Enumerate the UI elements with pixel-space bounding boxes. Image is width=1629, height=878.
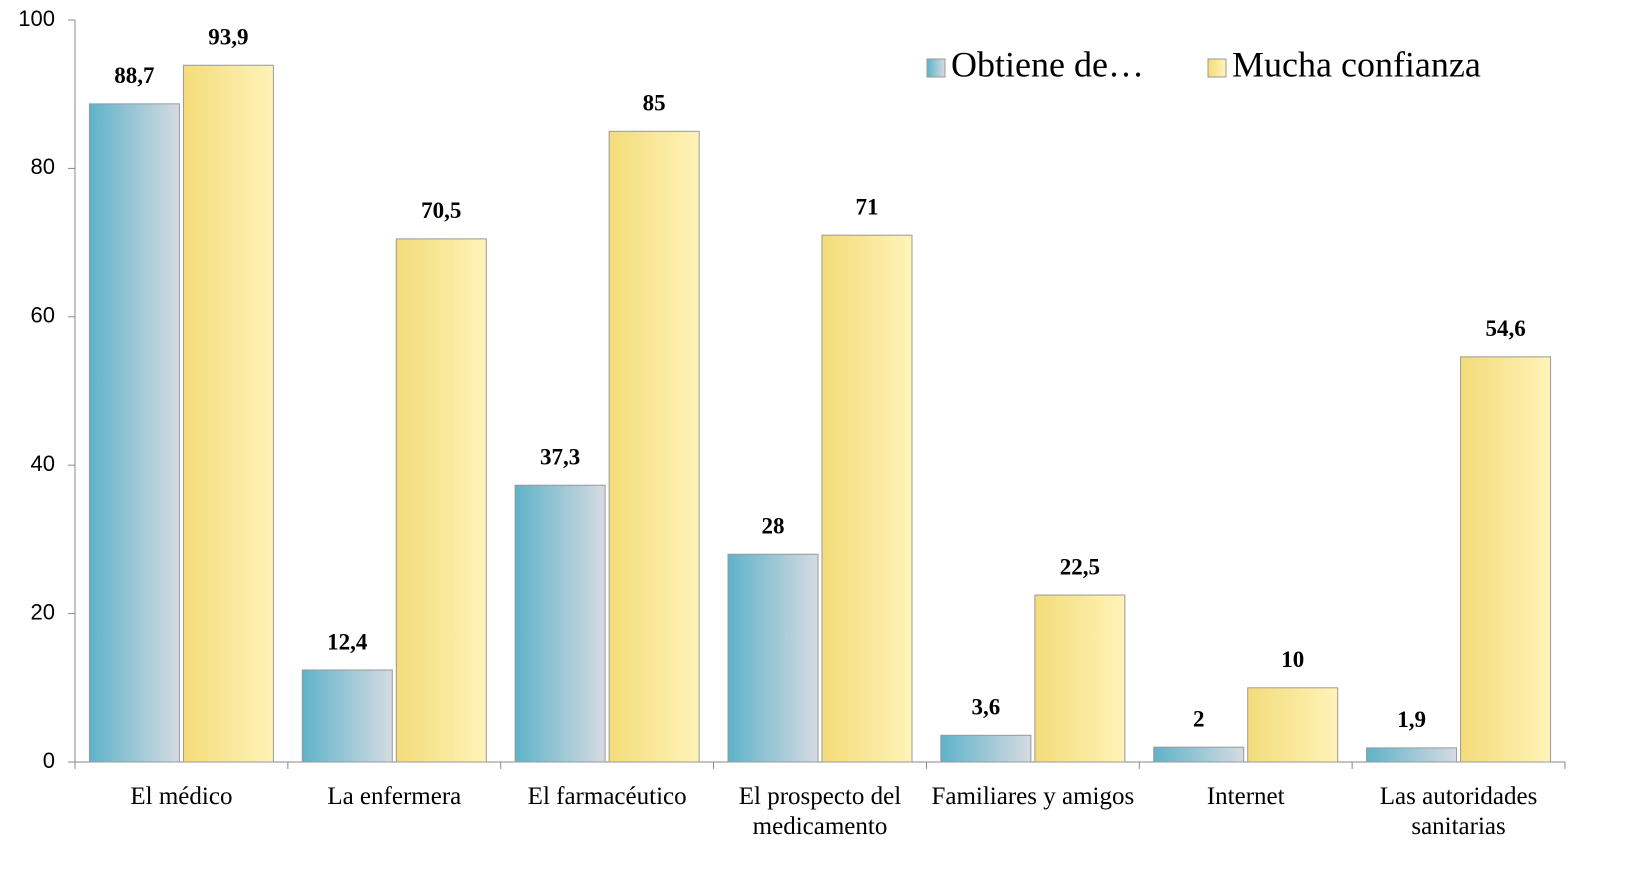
bar xyxy=(89,104,179,762)
bar xyxy=(396,239,486,762)
x-tick-label: Internet xyxy=(1143,782,1348,812)
data-label: 22,5 xyxy=(1060,554,1100,579)
legend-label: Obtiene de… xyxy=(951,44,1144,84)
data-label: 12,4 xyxy=(327,629,368,654)
legend-swatch xyxy=(1208,59,1226,77)
y-tick-label: 0 xyxy=(43,748,55,773)
bar xyxy=(1367,748,1457,762)
data-label: 88,7 xyxy=(114,63,154,88)
bar xyxy=(302,670,392,762)
bar xyxy=(728,554,818,762)
bar xyxy=(1035,595,1125,762)
data-label: 85 xyxy=(643,91,666,116)
bar xyxy=(1461,357,1551,762)
data-label: 70,5 xyxy=(421,198,461,223)
x-tick-label: El médico xyxy=(79,782,284,812)
x-tick-label: La enfermera xyxy=(292,782,497,812)
x-tick-label: El prospecto del medicamento xyxy=(718,782,923,842)
y-tick-label: 20 xyxy=(31,599,55,624)
x-tick-label: El farmacéutico xyxy=(505,782,710,812)
bar xyxy=(183,65,273,762)
data-label: 37,3 xyxy=(540,445,580,470)
legend-label: Mucha confianza xyxy=(1232,44,1481,84)
data-label: 3,6 xyxy=(971,695,1000,720)
bar xyxy=(1248,688,1338,762)
y-tick-label: 100 xyxy=(18,6,55,31)
x-tick-label: Familiares y amigos xyxy=(930,782,1135,812)
chart: 0 20 40 60 80 100 88,7 93,9 12,4 70,5 37,3 85 28 71 3,… xyxy=(0,0,1629,878)
page: 0 20 40 60 80 100 88,7 93,9 12,4 70,5 37,3 85 28 71 3,… xyxy=(0,0,1629,878)
data-label: 93,9 xyxy=(208,25,248,50)
bar xyxy=(822,235,912,762)
bar xyxy=(515,485,605,762)
data-label: 1,9 xyxy=(1397,707,1426,732)
data-label: 10 xyxy=(1281,647,1304,672)
data-label: 71 xyxy=(856,194,879,219)
x-tick-label: Las autoridades sanitarias xyxy=(1356,782,1561,842)
data-label: 2 xyxy=(1193,706,1205,731)
bar xyxy=(609,131,699,762)
legend-swatch xyxy=(927,59,945,77)
bar xyxy=(1154,747,1244,762)
y-tick-label: 60 xyxy=(31,303,55,328)
bar xyxy=(941,735,1031,762)
data-label: 54,6 xyxy=(1485,316,1525,341)
data-label: 28 xyxy=(762,514,785,539)
y-tick-label: 80 xyxy=(31,154,55,179)
y-tick-label: 40 xyxy=(31,451,55,476)
